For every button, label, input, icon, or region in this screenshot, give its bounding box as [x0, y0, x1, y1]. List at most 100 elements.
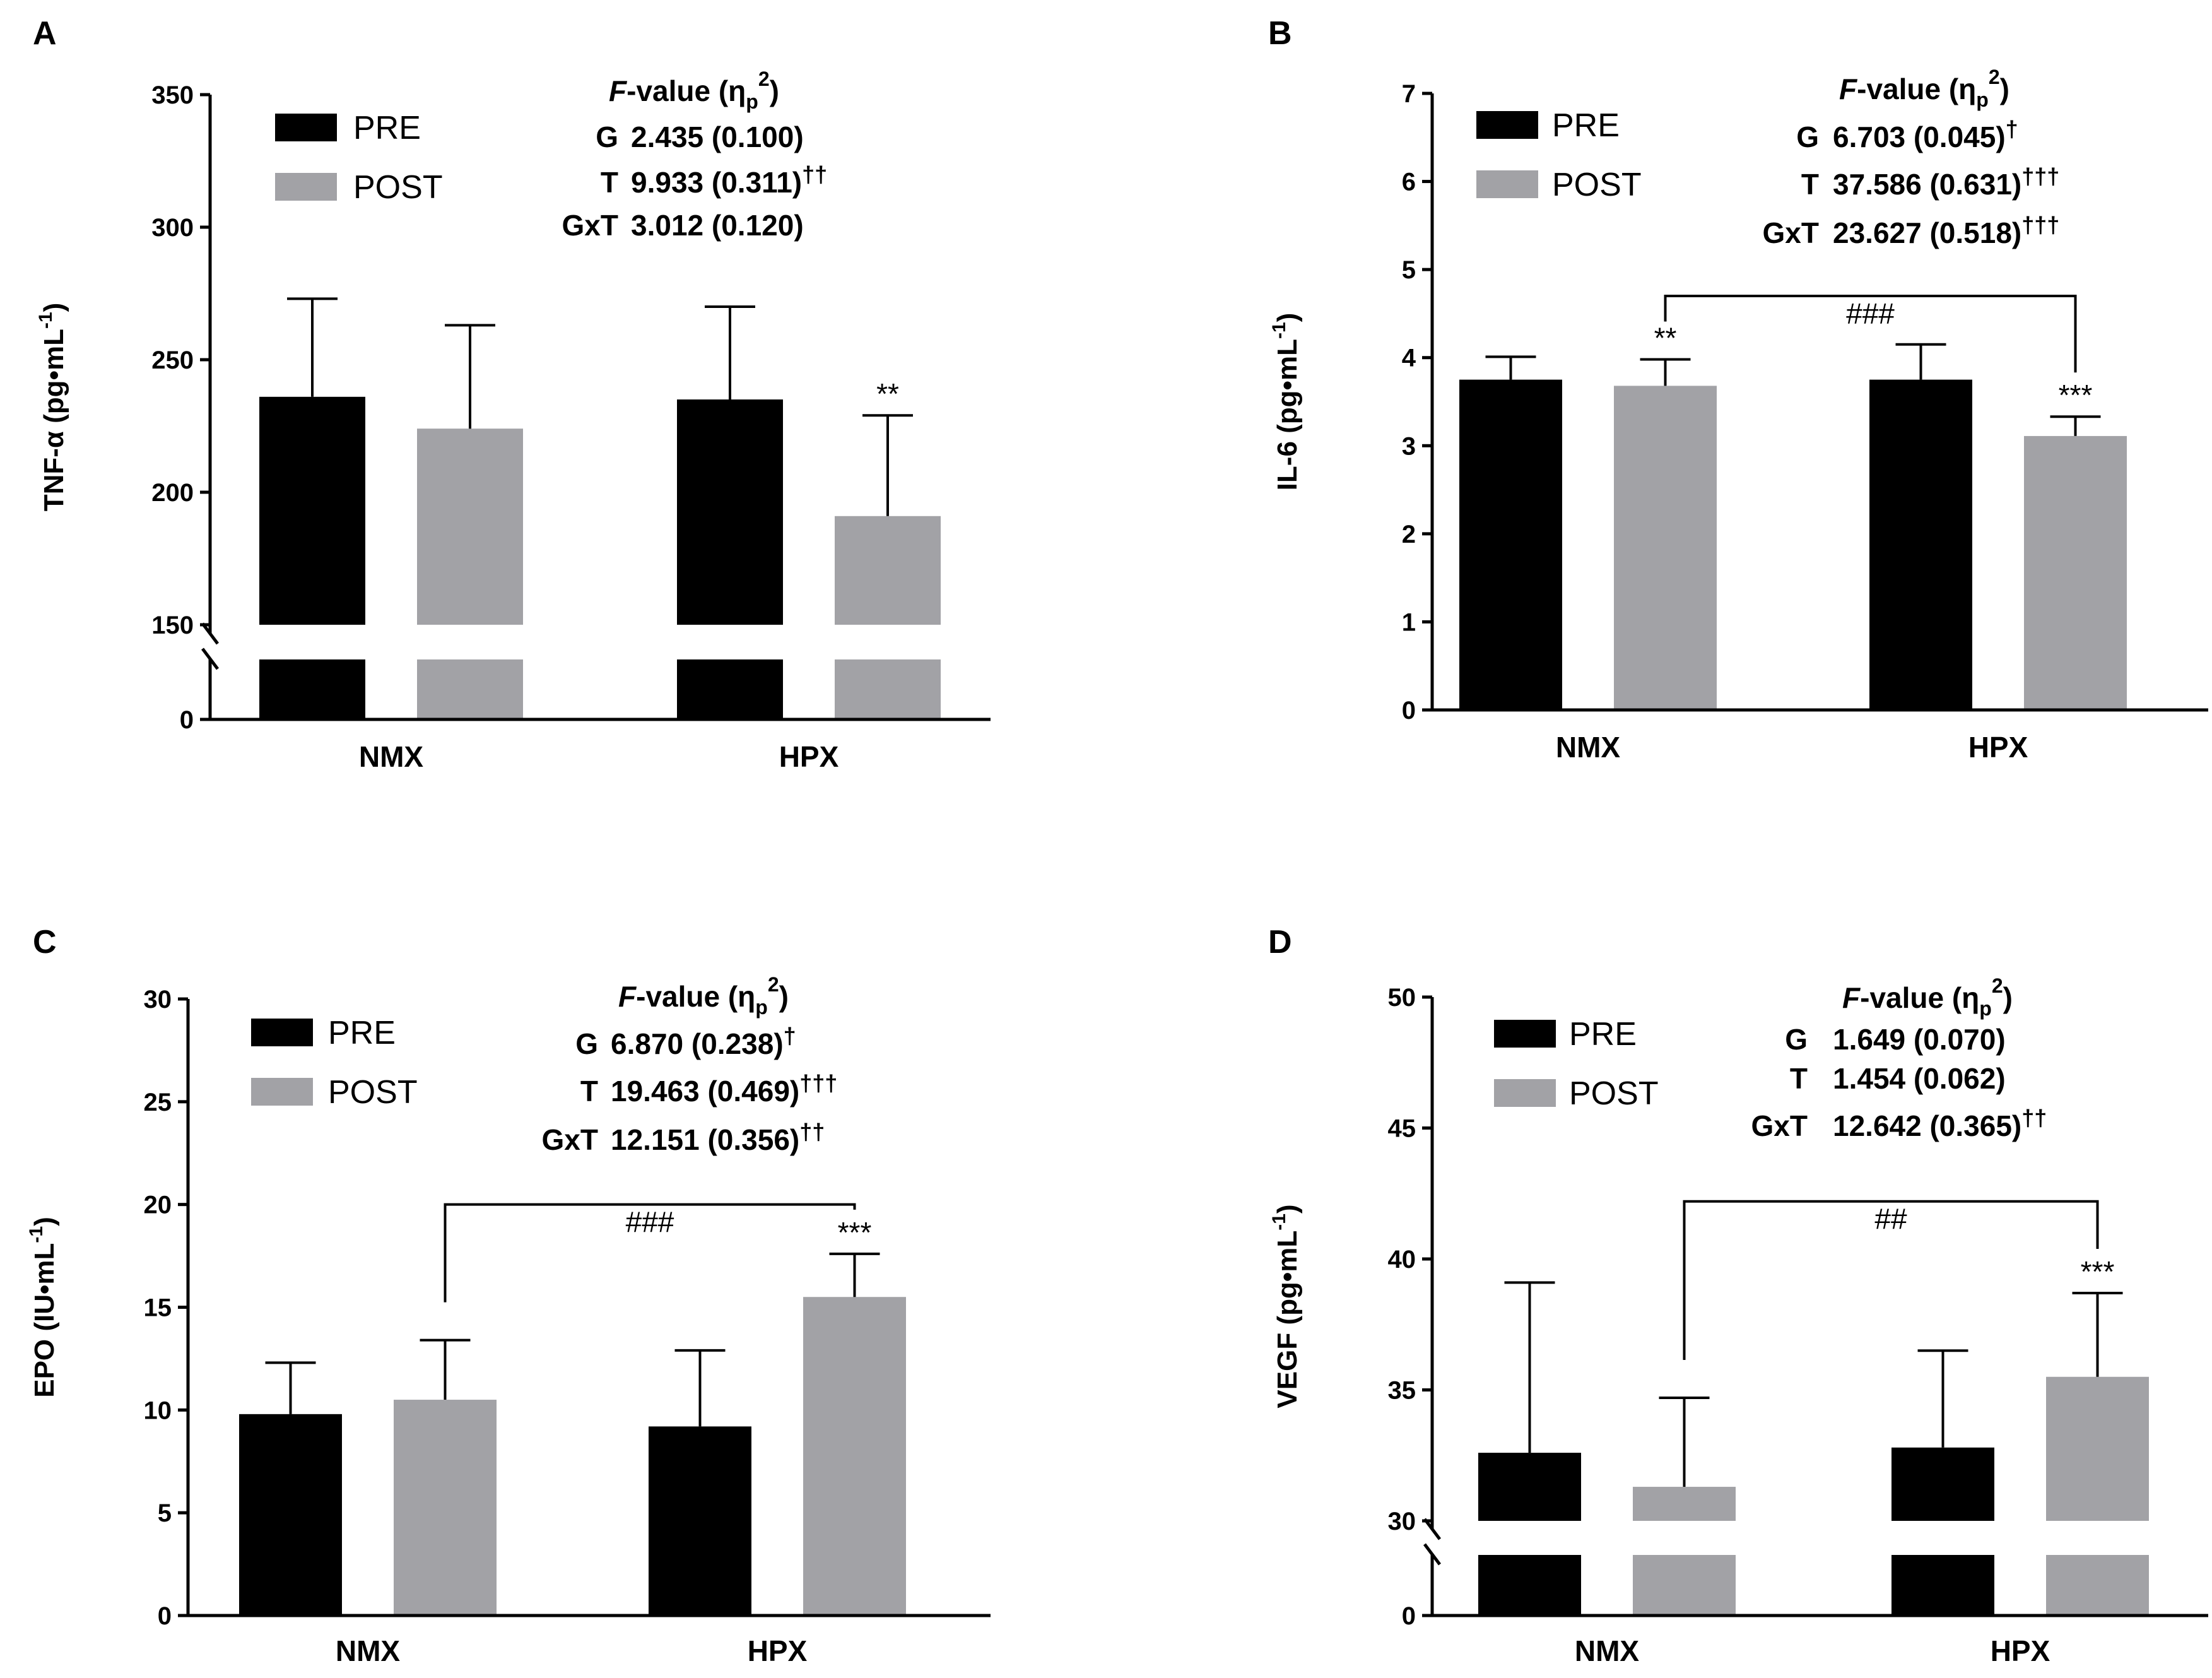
significance-mark: *** [2059, 379, 2093, 411]
bar-post-hpx [803, 1297, 906, 1616]
y-tick-label: 0 [158, 1602, 172, 1630]
stats-row-value: 12.151 (0.356)†† [611, 1119, 825, 1156]
y-tick-label: 50 [1388, 984, 1416, 1012]
legend-swatch-post [1476, 170, 1538, 198]
bar-pre-hpx [1869, 379, 1972, 710]
y-tick-label: 35 [1388, 1377, 1416, 1405]
bar-pre-nmx [259, 396, 365, 625]
stats-row-value: 1.454 (0.062) [1833, 1062, 2006, 1095]
error-bar [1895, 343, 1946, 380]
y-axis-label: VEGF (pg•mL-1) [1269, 1204, 1303, 1408]
legend-swatch-post [275, 173, 337, 201]
bar-post-hpx-lower [2046, 1555, 2149, 1616]
bar-pre-nmx [1478, 1453, 1581, 1521]
legend-label-post: POST [328, 1074, 418, 1111]
panel-b: B 0 1 2 3 4 5 6 7 NMX HPX IL-6 (pg•mL-1) PRE POST F-va… [1268, 15, 2208, 764]
stats-row-label: T [1801, 168, 1819, 201]
y-tick-label: 5 [158, 1499, 172, 1527]
bar-pre-nmx-lower [259, 659, 365, 719]
x-category-label: HPX [748, 1634, 808, 1667]
error-bar [705, 305, 755, 399]
stats-row-value: 37.586 (0.631)††† [1833, 163, 2059, 201]
legend-label-pre: PRE [1552, 107, 1620, 144]
error-bar [862, 414, 913, 516]
bracket-label: ### [1846, 297, 1895, 330]
bar-pre-nmx [1459, 379, 1562, 710]
y-axis-label: EPO (IU•mL-1) [26, 1217, 60, 1398]
bar-post-hpx [2046, 1376, 2149, 1521]
significance-mark: *** [2081, 1255, 2115, 1288]
legend-swatch-pre [1494, 1020, 1556, 1048]
bar-pre-hpx-lower [1891, 1555, 1994, 1616]
stats-row-label: G [1785, 1023, 1808, 1056]
panel-c: C 0 5 10 15 20 25 30 NMX HPX EPO (IU•mL-1) PRE POST F… [26, 924, 991, 1667]
y-tick-label: 15 [144, 1294, 172, 1322]
panel-a: A 150 200 250 300 350 0 NMX HPX TNF-α (pg•mL-1) PR… [33, 15, 991, 773]
stats-row-label: T [580, 1075, 598, 1108]
y-tick-label: 20 [144, 1191, 172, 1219]
stats-row-label: G [575, 1027, 598, 1060]
x-category-label: NMX [336, 1634, 401, 1667]
comparison-bracket [444, 1203, 856, 1303]
y-tick-label: 6 [1402, 168, 1416, 196]
x-category-label: HPX [779, 740, 839, 773]
stats-header: F-value (ηp2) [618, 973, 789, 1019]
stats-row-value: 2.435 (0.100) [631, 121, 804, 153]
bracket-label: ## [1874, 1203, 1907, 1236]
stats-row-value: 23.627 (0.518)††† [1833, 212, 2059, 249]
stats-row-value: 9.933 (0.311)†† [631, 162, 827, 199]
error-bar [2050, 415, 2101, 436]
bracket-label: ### [626, 1206, 674, 1239]
significance-mark: *** [838, 1216, 872, 1249]
stats-row-label: GxT [1763, 216, 1819, 249]
panel-letter: D [1268, 924, 1292, 960]
y-tick-label: 1 [1402, 608, 1416, 636]
error-bar [2072, 1291, 2123, 1377]
error-bar [674, 1349, 726, 1427]
stats-row-value: 3.012 (0.120) [631, 209, 804, 242]
stats-row-value: 1.649 (0.070) [1833, 1023, 2006, 1056]
y-tick-label: 5 [1402, 256, 1416, 284]
y-tick-label: 45 [1388, 1115, 1416, 1143]
stats-header: F-value (ηp2) [1842, 974, 2013, 1020]
stats-row-label: T [1790, 1062, 1808, 1095]
stats-header: F-value (ηp2) [609, 68, 779, 113]
bar-pre-nmx [239, 1414, 342, 1616]
stats-row-value: 12.642 (0.365)†† [1833, 1105, 2047, 1142]
y-tick-label: 0 [180, 706, 194, 734]
stats-row-label: GxT [562, 209, 618, 242]
bar-post-nmx [394, 1400, 497, 1616]
error-bar [1659, 1396, 1710, 1487]
legend-label-pre: PRE [1569, 1016, 1637, 1053]
y-tick-label: 4 [1402, 345, 1416, 372]
y-tick-label: 200 [151, 479, 194, 507]
panel-letter: C [33, 924, 57, 960]
bar-post-nmx [1614, 386, 1717, 710]
stats-row-value: 6.703 (0.045)† [1833, 116, 2018, 153]
y-tick-label: 250 [151, 346, 194, 374]
legend-label-post: POST [1552, 167, 1642, 203]
error-bar [287, 297, 338, 397]
bar-pre-hpx [1891, 1447, 1994, 1521]
x-category-label: NMX [1575, 1634, 1640, 1667]
x-category-label: HPX [1968, 731, 2028, 764]
comparison-bracket [1664, 295, 2077, 373]
legend-swatch-post [251, 1078, 313, 1106]
error-bar [445, 324, 495, 429]
legend-label-pre: PRE [328, 1015, 396, 1051]
bar-pre-hpx [677, 399, 783, 625]
panel-letter: A [33, 15, 57, 52]
x-category-label: HPX [1991, 1634, 2050, 1667]
y-tick-label: 300 [151, 214, 194, 242]
stats-row-label: GxT [1751, 1109, 1808, 1142]
bar-pre-hpx-lower [677, 659, 783, 719]
y-tick-label: 3 [1402, 432, 1416, 460]
bar-post-hpx [2024, 435, 2127, 710]
x-category-label: NMX [1556, 731, 1621, 764]
y-tick-label: 30 [1388, 1508, 1416, 1535]
y-tick-label: 0 [1402, 697, 1416, 724]
legend-swatch-pre [275, 114, 337, 141]
y-axis-label: TNF-α (pg•mL-1) [35, 303, 69, 512]
error-bar [1485, 355, 1536, 380]
axis-break-mark [201, 622, 219, 670]
